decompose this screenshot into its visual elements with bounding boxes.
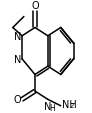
Text: N: N [44, 101, 52, 111]
Text: O: O [31, 1, 39, 10]
Text: NH: NH [62, 99, 77, 109]
Text: O: O [13, 94, 21, 104]
Text: N: N [14, 32, 21, 41]
Text: N: N [14, 54, 21, 64]
Text: H: H [50, 103, 55, 112]
Text: 2: 2 [70, 102, 74, 108]
